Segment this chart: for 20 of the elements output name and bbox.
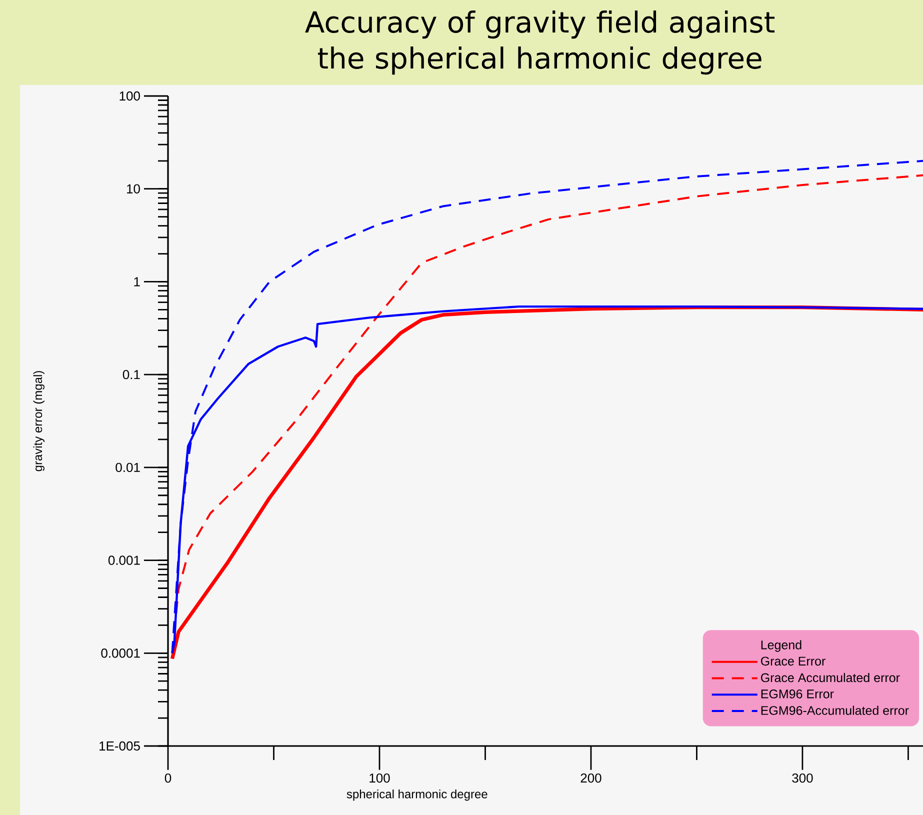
legend-label: Grace Error: [760, 656, 826, 666]
legend-label: Grace Accumulated error: [760, 672, 900, 682]
y-tick-label: 0.0001: [101, 648, 140, 658]
y-tick-label: 1: [134, 277, 140, 286]
y-tick-label: 0.01: [116, 462, 140, 472]
x-tick-label: 0: [164, 773, 172, 783]
legend-label: EGM96 Error: [761, 690, 834, 698]
y-tick-label: 0.001: [108, 556, 140, 565]
y-tick-label: 1E-005: [100, 741, 140, 751]
x-axis-title: spherical harmonic degree: [346, 790, 488, 801]
x-tick-label: 300: [792, 773, 813, 783]
y-tick-label: 100: [120, 91, 140, 101]
y-tick-label: 0.1: [122, 370, 140, 380]
chart-title: Accuracy of gravity field against the spherical harmonic degree: [305, 10, 775, 75]
legend-title: Legend: [761, 640, 802, 652]
legend-label: EGM96-Accumulated error: [761, 706, 909, 715]
y-tick-label: 10: [126, 184, 140, 194]
x-tick-label: 200: [580, 773, 602, 783]
x-tick-label: 100: [370, 773, 390, 783]
y-axis-title: gravity error (mgal): [33, 371, 44, 472]
